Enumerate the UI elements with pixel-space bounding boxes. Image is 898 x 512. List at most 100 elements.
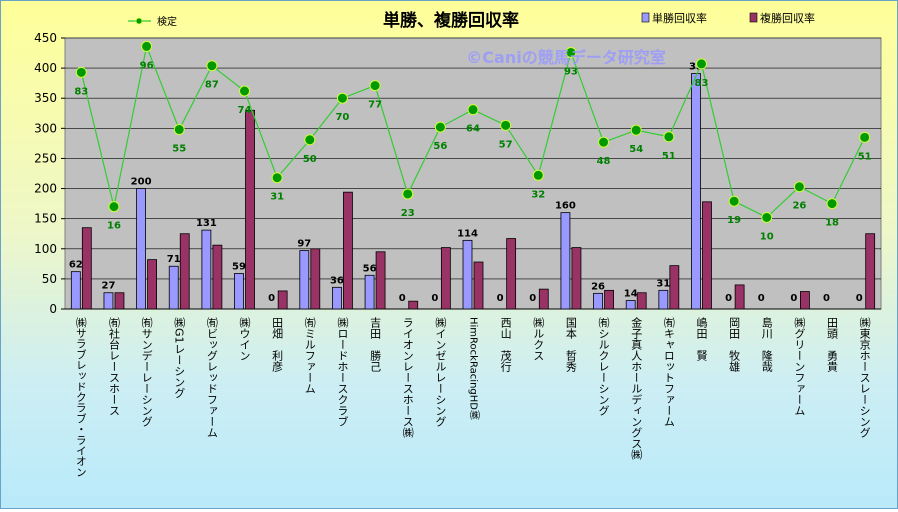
legend-swatch-tansho: [641, 12, 650, 23]
kentei-label: 31: [270, 192, 284, 203]
kentei-point: [695, 58, 707, 70]
category-label: ㈱グリーンファーム: [793, 317, 806, 416]
category-label: 西山 茂行: [499, 317, 512, 373]
bar-value-label: 0: [790, 293, 797, 304]
kentei-label: 64: [466, 124, 480, 135]
kentei-point: [239, 85, 251, 97]
category-label: ㈱東京ホースレーシング: [858, 317, 871, 438]
kentei-label: 57: [499, 139, 513, 150]
bar-tansho: [625, 300, 636, 310]
watermark: ©Caniの競馬データ研究室: [466, 48, 665, 67]
bar-value-label: 160: [555, 201, 576, 212]
legend-swatch-fukusho: [749, 12, 758, 23]
bar-fukusho: [114, 292, 125, 310]
bar-value-label: 0: [758, 293, 765, 304]
bar-fukusho: [636, 292, 647, 310]
kentei-point: [336, 92, 348, 104]
plot-area: [64, 37, 882, 310]
category-label: 金子真人ホールディングス㈱: [630, 316, 643, 460]
y-tick-label: 450: [34, 31, 57, 45]
kentei-point: [402, 188, 414, 200]
y-tick-label: 50: [42, 272, 57, 286]
category-label: 嶋田 賢: [695, 316, 708, 362]
category-label: HimRockRacingHD㈱: [468, 317, 480, 420]
bar-value-label: 36: [330, 275, 344, 286]
category-label: ㈲ビッグレッドファーム: [205, 317, 218, 438]
kentei-label: 87: [205, 80, 219, 91]
y-tick-label: 250: [34, 151, 57, 165]
bar-fukusho: [375, 251, 386, 310]
bar-value-label: 31: [656, 278, 670, 289]
bar-value-label: 27: [101, 281, 115, 292]
category-label: 吉田 勝己: [369, 317, 382, 372]
kentei-label: 18: [825, 218, 839, 229]
bar-value-label: 0: [529, 293, 536, 304]
kentei-label: 55: [172, 144, 186, 155]
kentei-label: 70: [335, 112, 349, 123]
kentei-label: 56: [433, 141, 447, 152]
kentei-point: [108, 201, 120, 213]
bar-value-label: 0: [497, 293, 504, 304]
kentei-point: [630, 124, 642, 136]
bar-fukusho: [310, 248, 321, 310]
kentei-point: [532, 169, 544, 181]
bar-tansho: [332, 286, 342, 310]
category-label: ライオンレースホース㈱: [401, 317, 414, 438]
bar-fukusho: [245, 109, 255, 310]
bar-fukusho: [865, 233, 876, 310]
y-tick-label: 350: [34, 91, 57, 105]
legend-label-tansho: 単勝回収率: [652, 11, 707, 25]
bar-tansho: [364, 274, 375, 310]
bar-fukusho: [343, 191, 353, 310]
kentei-point: [663, 131, 675, 143]
category-label: 島川 隆哉: [760, 316, 773, 372]
kentei-point: [598, 136, 610, 148]
category-label: ㈲シルクレーシング: [597, 317, 610, 416]
kentei-label: 74: [238, 105, 252, 116]
bar-fukusho: [473, 261, 484, 310]
kentei-point: [467, 104, 479, 116]
bar-tansho: [168, 265, 179, 310]
kentei-label: 93: [564, 66, 578, 77]
bar-value-label: 200: [131, 177, 152, 188]
y-tick-label: 0: [49, 302, 57, 316]
kentei-point: [761, 211, 773, 223]
bar-fukusho: [734, 284, 745, 310]
kentei-point: [793, 181, 805, 193]
category-label: ㈲ミルファーム: [303, 317, 316, 394]
legend-marker-kentei: [135, 17, 143, 25]
bar-value-label: 56: [363, 263, 377, 274]
bar-tansho: [560, 212, 571, 310]
bar-tansho: [299, 250, 310, 310]
kentei-label: 50: [303, 154, 317, 165]
kentei-label: 26: [792, 201, 806, 212]
bar-value-label: 114: [457, 228, 478, 239]
y-tick-label: 400: [34, 61, 57, 75]
y-tick-label: 200: [34, 182, 57, 196]
kentei-label: 16: [107, 221, 121, 232]
bar-fukusho: [702, 201, 712, 310]
bar-tansho: [103, 292, 114, 310]
bar-tansho: [658, 289, 669, 310]
bar-fukusho: [669, 265, 680, 310]
bar-fukusho: [179, 233, 190, 310]
kentei-label: 77: [368, 100, 382, 111]
bar-value-label: 0: [725, 293, 732, 304]
kentei-point: [141, 40, 153, 52]
category-label: ㈲社台レースホース: [107, 317, 120, 416]
category-label: ㈱インゼルレーシング: [434, 317, 447, 427]
category-label: 国本 哲秀: [564, 317, 577, 372]
category-label: ㈲サンデーレーシング: [140, 317, 153, 427]
y-tick-label: 100: [34, 242, 57, 256]
kentei-point: [500, 119, 512, 131]
bar-fukusho: [800, 291, 810, 310]
kentei-point: [859, 131, 871, 143]
kentei-label: 48: [597, 156, 611, 167]
kentei-label: 51: [662, 151, 676, 162]
kentei-label: 83: [695, 78, 709, 89]
kentei-label: 32: [531, 189, 545, 200]
bar-fukusho: [147, 259, 158, 310]
kentei-label: 51: [858, 151, 872, 162]
